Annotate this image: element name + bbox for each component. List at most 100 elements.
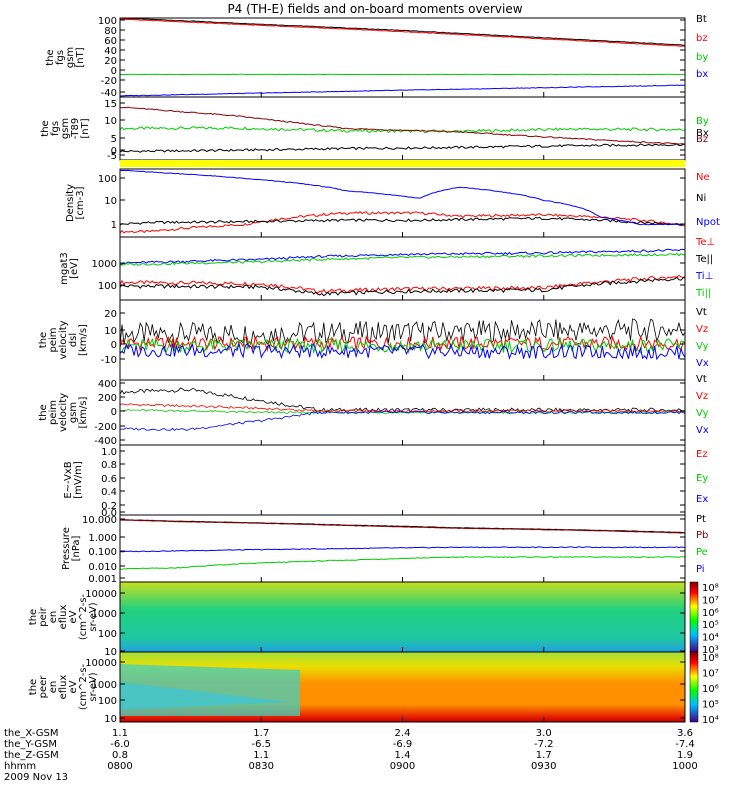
y-axis-label: thepeirenefluxeV(cm^2-s-sr-eV) <box>28 593 99 640</box>
y-tick-label: 1.0 <box>101 447 117 458</box>
colorbar-label: 10⁵ <box>702 700 719 711</box>
footer-value: 3.0 <box>536 728 552 739</box>
y-tick-label: 20 <box>104 56 117 67</box>
footer-value: -6.9 <box>393 739 413 750</box>
y-tick-label: 10 <box>104 714 117 725</box>
footer-row-label: the_Z-GSM <box>4 750 59 761</box>
y-tick-label: 0.010 <box>88 562 117 573</box>
series-by-line <box>120 126 685 134</box>
series-vt-line <box>120 318 685 347</box>
series-pi-line <box>120 546 685 553</box>
colorbar-label: 10⁸ <box>702 653 719 664</box>
series-bz-line <box>120 106 685 145</box>
series-vx-line <box>120 410 685 431</box>
series-ne-line <box>120 211 685 234</box>
y-axis-label: thefgsgsm[nT] <box>45 47 86 68</box>
y-axis-label: thepeimvelocitygsm[km/s] <box>38 393 89 432</box>
footer-value: 0830 <box>249 761 274 772</box>
y-tick-label: 400 <box>98 379 117 390</box>
colorbar-label: 10⁷ <box>702 595 719 606</box>
y-tick-label: 100 <box>98 629 117 640</box>
y-tick-label: 5 <box>111 134 117 145</box>
legend-bx: bx <box>696 69 708 80</box>
y-axis-label: E~-VxB[mV/m] <box>63 461 84 499</box>
footer-value: 1.7 <box>536 750 552 761</box>
legend-vz: Vz <box>696 391 708 402</box>
legend-bx: Bx <box>696 128 709 139</box>
y-tick-label: 0 <box>111 407 117 418</box>
y-axis-label: thefgsgsm-T89[nT] <box>40 118 91 140</box>
series-vt-line <box>120 387 685 413</box>
legend-pe: Pe <box>696 547 708 558</box>
legend-ni: Ni <box>696 193 706 204</box>
spectrogram-transition <box>120 682 290 710</box>
footer-value: 3.6 <box>677 728 693 739</box>
colorbar-label: 10⁸ <box>702 583 719 594</box>
footer-value: -7.4 <box>675 739 695 750</box>
y-axis-label: Pressure[nPa] <box>61 527 82 570</box>
legend-te: Te⊥ <box>695 237 715 248</box>
series-ti-line <box>120 252 685 266</box>
legend-pt: Pt <box>696 514 706 525</box>
footer-value: -6.5 <box>251 739 271 750</box>
series-pe-line <box>120 556 685 570</box>
legend-vy: Vy <box>696 341 709 352</box>
y-tick-label: 20 <box>104 309 117 320</box>
y-axis-label: thepeimvelocitydsl[km/s] <box>38 320 89 359</box>
y-tick-label: -20 <box>101 76 117 87</box>
y-tick-label: 10 <box>104 196 117 207</box>
flag-bar <box>120 160 685 167</box>
panel-frame <box>119 17 686 98</box>
series-npot-line <box>120 169 685 226</box>
y-tick-label: 100 <box>98 16 117 27</box>
footer-row-label: the_X-GSM <box>4 728 58 739</box>
series-bx-line <box>120 143 685 153</box>
footer-value: 0930 <box>531 761 556 772</box>
footer-value: 2.4 <box>395 728 411 739</box>
y-tick-label: 1000 <box>92 609 117 620</box>
y-tick-label: 0.001 <box>88 574 117 585</box>
footer-value: 1000 <box>672 761 697 772</box>
footer-value: 0800 <box>107 761 132 772</box>
panel-7: Ez Ey Ex 1.0 0.8 0.6 0.4 0.20.0 E~-VxB[mV/m] <box>63 444 708 519</box>
spectrogram <box>120 582 685 652</box>
legend-npot: Npot <box>696 217 720 228</box>
legend-vt: Vt <box>696 374 707 385</box>
legend-bt: Bt <box>696 14 707 25</box>
panel-frame <box>119 236 686 301</box>
legend-ne: Ne <box>696 172 710 183</box>
legend-by: By <box>696 116 709 127</box>
y-tick-label: 1000 <box>92 680 117 691</box>
legend-vy: Vy <box>696 408 709 419</box>
y-tick-label: 60 <box>104 36 117 47</box>
y-tick-label: 80 <box>104 26 117 37</box>
panel-frame <box>119 299 686 381</box>
y-tick-label: 1000 <box>92 259 117 270</box>
colorbar-label: 10³ <box>702 645 719 656</box>
y-tick-label: 0.6 <box>101 474 117 485</box>
footer-row-label: the_Y-GSM <box>4 739 57 750</box>
y-tick-label: 0.4 <box>101 487 117 498</box>
series-ti-line <box>120 248 685 265</box>
series-pb-line <box>120 519 685 534</box>
series-bz-line <box>120 18 685 47</box>
footer-value: 0900 <box>390 761 415 772</box>
colorbar <box>689 651 699 723</box>
y-tick-label: 0.100 <box>88 547 117 558</box>
colorbar-label: 10⁷ <box>702 669 719 680</box>
y-tick-label: 10000 <box>85 589 117 600</box>
footer-table: the_X-GSM 1.1 1.7 2.4 3.0 3.6 the_Y-GSM -6.0 -6.… <box>4 728 698 783</box>
footer-value: -6.0 <box>110 739 130 750</box>
colorbar-label: 10⁶ <box>702 608 719 619</box>
y-tick-label: 40 <box>104 46 117 57</box>
colorbar-label: 10⁶ <box>702 684 719 695</box>
legend-vz: Vz <box>696 324 708 335</box>
legend-ey: Ey <box>696 473 708 484</box>
y-tick-label: 100 <box>98 696 117 707</box>
colorbar-label: 10⁴ <box>702 633 719 644</box>
legend-by: by <box>696 52 708 63</box>
series-te-line <box>120 274 685 294</box>
